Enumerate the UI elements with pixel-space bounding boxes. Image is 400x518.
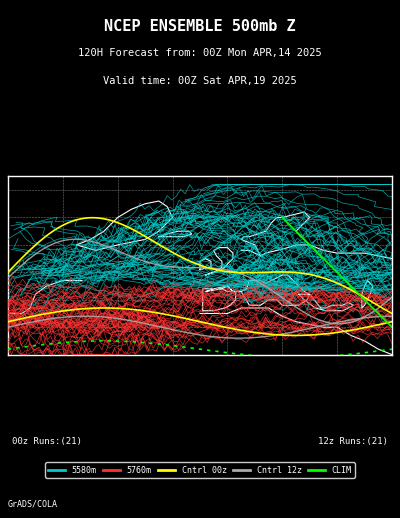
Text: 120H Forecast from: 00Z Mon APR,14 2025: 120H Forecast from: 00Z Mon APR,14 2025 — [78, 49, 322, 59]
Legend: 5580m, 5760m, Cntrl 00z, Cntrl 12z, CLIM: 5580m, 5760m, Cntrl 00z, Cntrl 12z, CLIM — [45, 463, 355, 478]
Text: NCEP ENSEMBLE 500mb Z: NCEP ENSEMBLE 500mb Z — [104, 19, 296, 34]
Text: GrADS/COLA: GrADS/COLA — [8, 500, 58, 509]
Text: Valid time: 00Z Sat APR,19 2025: Valid time: 00Z Sat APR,19 2025 — [103, 77, 297, 87]
Text: 00z Runs:(21): 00z Runs:(21) — [12, 437, 82, 446]
Text: 12z Runs:(21): 12z Runs:(21) — [318, 437, 388, 446]
